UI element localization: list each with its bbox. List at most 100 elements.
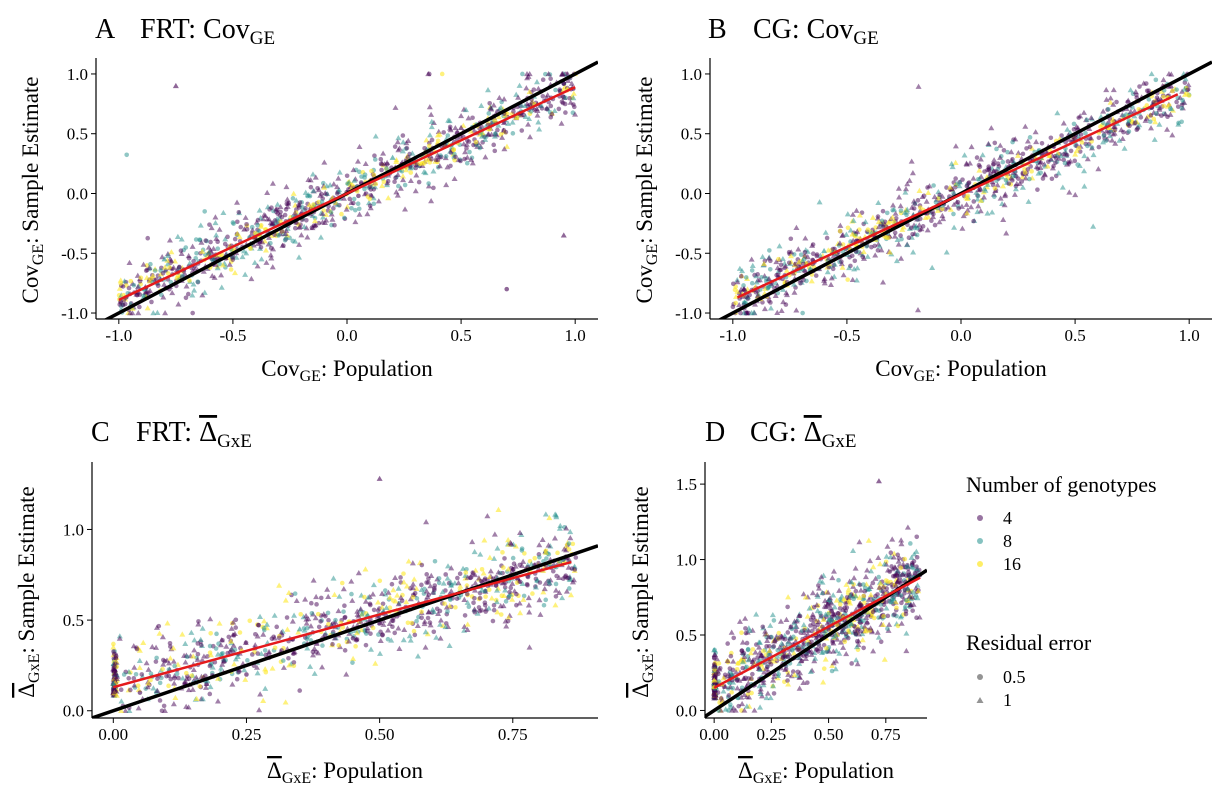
data-point	[881, 613, 886, 619]
legend-color-label: 8	[1003, 531, 1012, 551]
data-point	[528, 109, 534, 114]
data-point	[783, 302, 789, 307]
data-point	[190, 666, 197, 673]
data-point	[170, 264, 177, 270]
data-point	[166, 660, 173, 666]
data-point	[1090, 223, 1097, 229]
data-point	[880, 590, 887, 596]
data-point	[482, 154, 489, 160]
data-point	[974, 208, 981, 215]
data-point	[845, 623, 852, 629]
data-point	[854, 228, 861, 234]
data-point	[873, 593, 878, 599]
data-point	[431, 185, 436, 191]
data-point	[1001, 147, 1007, 153]
data-point	[801, 261, 806, 267]
data-point	[280, 658, 286, 663]
data-point	[187, 278, 192, 283]
data-point	[788, 624, 794, 630]
data-point	[353, 644, 358, 649]
data-point	[455, 580, 462, 586]
data-point	[909, 170, 916, 176]
data-point	[145, 666, 152, 672]
data-point	[453, 154, 458, 160]
data-point	[368, 602, 373, 608]
data-point	[1100, 139, 1107, 145]
data-point	[464, 626, 471, 633]
data-point	[228, 625, 235, 631]
data-point	[198, 673, 205, 680]
data-point	[426, 132, 433, 138]
data-point	[567, 534, 574, 541]
data-point	[316, 624, 322, 630]
data-point	[738, 273, 744, 279]
data-point	[915, 588, 922, 594]
data-point	[331, 635, 338, 641]
data-point	[401, 571, 406, 576]
data-point	[260, 631, 267, 637]
data-point	[778, 262, 784, 268]
data-point	[402, 206, 409, 212]
data-point	[808, 651, 815, 657]
data-point	[509, 596, 516, 602]
data-point	[749, 658, 756, 664]
data-point	[755, 655, 760, 660]
x-tick-label: 0.00	[98, 725, 128, 744]
data-point	[782, 263, 789, 269]
data-point	[870, 580, 876, 586]
data-point	[539, 536, 546, 542]
data-point	[864, 253, 871, 259]
data-point	[1059, 133, 1064, 138]
data-point	[488, 595, 495, 601]
data-point	[439, 589, 446, 595]
data-point	[258, 650, 265, 656]
data-point	[236, 667, 243, 673]
data-point	[733, 300, 738, 306]
data-point	[491, 531, 498, 537]
data-point	[895, 623, 901, 629]
data-point	[145, 235, 151, 241]
data-point	[952, 159, 959, 165]
data-point	[468, 156, 475, 162]
data-point	[856, 212, 863, 218]
data-point	[898, 233, 903, 238]
data-point	[511, 561, 517, 566]
data-point	[341, 609, 346, 614]
data-point	[131, 664, 138, 670]
data-point	[469, 160, 476, 166]
data-point	[848, 621, 855, 627]
data-point	[837, 222, 844, 228]
data-point	[272, 645, 278, 651]
data-point	[495, 122, 502, 128]
data-point	[554, 573, 559, 579]
data-point	[1029, 169, 1034, 174]
data-point	[571, 102, 576, 107]
data-point	[1126, 118, 1132, 123]
data-point	[1182, 76, 1189, 82]
data-point	[817, 610, 823, 616]
data-point	[551, 535, 558, 541]
data-point	[1125, 99, 1131, 105]
data-point	[335, 175, 342, 181]
data-point	[323, 613, 328, 619]
data-point	[413, 172, 420, 178]
data-point	[307, 177, 314, 183]
data-point	[465, 138, 470, 143]
data-point	[908, 563, 915, 569]
data-point	[1174, 99, 1179, 105]
data-point	[1158, 88, 1165, 94]
data-point	[558, 120, 565, 126]
data-point	[200, 653, 207, 659]
data-point	[884, 210, 890, 216]
data-point	[865, 596, 872, 602]
data-point	[520, 596, 527, 602]
data-point	[798, 280, 803, 286]
data-point	[1080, 109, 1087, 115]
y-tick-label: 1.0	[681, 65, 702, 84]
data-point	[780, 655, 786, 660]
data-point	[460, 565, 467, 571]
data-point	[733, 669, 740, 675]
data-point	[851, 266, 858, 272]
data-point	[1081, 152, 1088, 159]
data-point	[133, 671, 139, 677]
